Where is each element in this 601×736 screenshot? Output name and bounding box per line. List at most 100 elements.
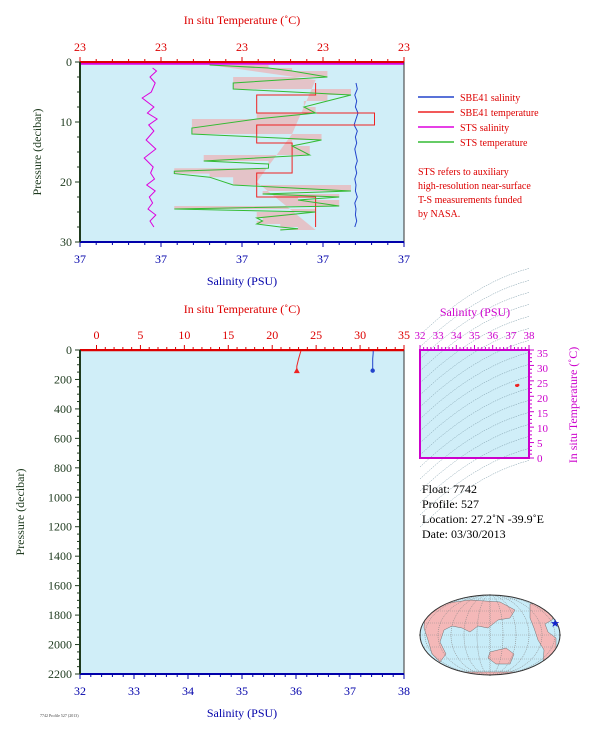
series-line-sts-salinity [141, 67, 159, 228]
bottom-pressure-axis-label: Pressure (decibar) [13, 469, 27, 556]
ts-temperature-ticks: 0 5 10 15 20 25 30 35 [529, 348, 549, 465]
tick-label: 400 [54, 402, 72, 416]
ts-point [515, 384, 519, 388]
map-meridian [476, 595, 504, 675]
float-info: Float: 7742 Profile: 527 Location: 27.2˚… [422, 482, 544, 541]
tick-label: 37 [74, 252, 86, 266]
tick-label: 1800 [48, 608, 72, 622]
bottom-panel: 0 5 10 15 20 25 30 35 32 33 34 35 36 37 38 0 200 400 600… [13, 302, 410, 720]
ts-salinity-axis-label: Salinity (PSU) [440, 305, 510, 319]
legend-note-line: T-S measurements funded [418, 195, 522, 206]
tick-label: 10 [60, 115, 72, 129]
tick-label: 35 [398, 328, 410, 342]
map-meridian [424, 595, 556, 675]
tick-label: 37 [398, 252, 410, 266]
map-meridian [489, 595, 491, 675]
top-panel: 23 23 23 23 23 37 37 37 37 37 0 10 20 30 In situ Te… [30, 13, 410, 288]
tick-label: 1000 [48, 490, 72, 504]
tick-label: 1600 [48, 579, 72, 593]
map-frame-tick [419, 634, 421, 636]
tick-label: 5 [137, 328, 143, 342]
bottom-plot-background [80, 350, 404, 674]
top-salinity-axis-label: Salinity (PSU) [207, 274, 277, 288]
tick-label: 10 [537, 423, 549, 435]
top-pressure-ticks: 0 10 20 30 [60, 55, 80, 249]
density-contour [419, 268, 530, 336]
legend-label-sts-salinity: STS salinity [460, 123, 509, 134]
tick-label: 37 [317, 252, 329, 266]
tick-label: 37 [505, 330, 517, 342]
tick-label: 32 [74, 684, 86, 698]
tick-label: 37 [155, 252, 167, 266]
tick-label: 0 [537, 453, 543, 465]
map-meridian [437, 595, 543, 675]
series-line-sts-temperature [173, 64, 352, 231]
tick-label: 0 [66, 343, 72, 357]
legend-note-line: by NASA. [418, 209, 460, 220]
series-end-marker [370, 368, 375, 373]
footer-credit: 7742 Profile 527 (2013) [40, 713, 79, 718]
legend: SBE41 salinity SBE41 temperature STS sal… [418, 93, 539, 220]
tick-label: 20 [266, 328, 278, 342]
tick-label: 0 [66, 55, 72, 69]
tick-label: 37 [236, 252, 248, 266]
tick-label: 30 [60, 235, 72, 249]
series-line-sbe41-salinity [353, 82, 359, 228]
profile-number: Profile: 527 [422, 497, 479, 511]
tick-label: 20 [537, 393, 549, 405]
top-temperature-ticks: 23 23 23 23 23 [74, 40, 410, 62]
tick-label: 35 [537, 348, 549, 360]
tick-label: 23 [398, 40, 410, 54]
tick-label: 33 [128, 684, 140, 698]
world-map: ★ [419, 594, 561, 676]
bottom-temperature-axis-label: In situ Temperature (˚C) [184, 302, 301, 316]
map-frame-tick [489, 594, 491, 596]
tick-label: 23 [236, 40, 248, 54]
tick-label: 37 [344, 684, 356, 698]
tick-label: 23 [155, 40, 167, 54]
tick-label: 38 [398, 684, 410, 698]
bottom-salinity-ticks: 32 33 34 35 36 37 38 [74, 674, 410, 698]
tick-label: 30 [354, 328, 366, 342]
float-id: Float: 7742 [422, 482, 477, 496]
tick-label: 38 [524, 330, 536, 342]
tick-label: 36 [290, 684, 302, 698]
bottom-salinity-axis-label: Salinity (PSU) [207, 706, 277, 720]
bottom-temperature-ticks: 0 5 10 15 20 25 30 35 [94, 328, 410, 350]
top-series-lines [141, 64, 375, 231]
tick-label: 25 [310, 328, 322, 342]
float-location: Location: 27.2˚N -39.9˚E [422, 512, 544, 526]
tick-label: 32 [415, 330, 426, 342]
tick-label: 1200 [48, 520, 72, 534]
ts-temperature-axis-label: In situ Temperature (˚C) [566, 347, 580, 464]
ts-plot-background [420, 350, 529, 458]
tick-label: 34 [182, 684, 194, 698]
map-frame-tick [489, 674, 491, 676]
tick-label: 36 [487, 330, 499, 342]
legend-note-line: high-resolution near-surface [418, 181, 531, 192]
tick-label: 10 [178, 328, 190, 342]
tick-label: 1400 [48, 549, 72, 563]
map-meridian [450, 595, 530, 675]
tick-label: 800 [54, 461, 72, 475]
tick-label: 2200 [48, 667, 72, 681]
top-salinity-ticks: 37 37 37 37 37 [74, 242, 410, 266]
series-end-marker [293, 367, 300, 374]
legend-label-sts-temperature: STS temperature [460, 138, 528, 149]
series-line-sbe41-temperature [256, 83, 375, 227]
float-location-star-icon: ★ [550, 618, 560, 630]
ts-data-points [514, 383, 520, 388]
tick-label: 15 [222, 328, 234, 342]
top-temperature-axis-label: In situ Temperature (˚C) [184, 13, 301, 27]
legend-note-line: STS refers to auxiliary [418, 167, 509, 178]
tick-label: 33 [433, 330, 445, 342]
tick-label: 0 [94, 328, 100, 342]
profile-date: Date: 03/30/2013 [422, 527, 506, 541]
legend-label-sbe-temperature: SBE41 temperature [460, 108, 539, 119]
bottom-pressure-ticks: 0 200 400 600 800 1000 1200 1400 1600 1800 2000 220… [48, 343, 80, 681]
tick-label: 25 [537, 378, 549, 390]
tick-label: 2000 [48, 638, 72, 652]
tick-label: 200 [54, 372, 72, 386]
tick-label: 23 [317, 40, 329, 54]
